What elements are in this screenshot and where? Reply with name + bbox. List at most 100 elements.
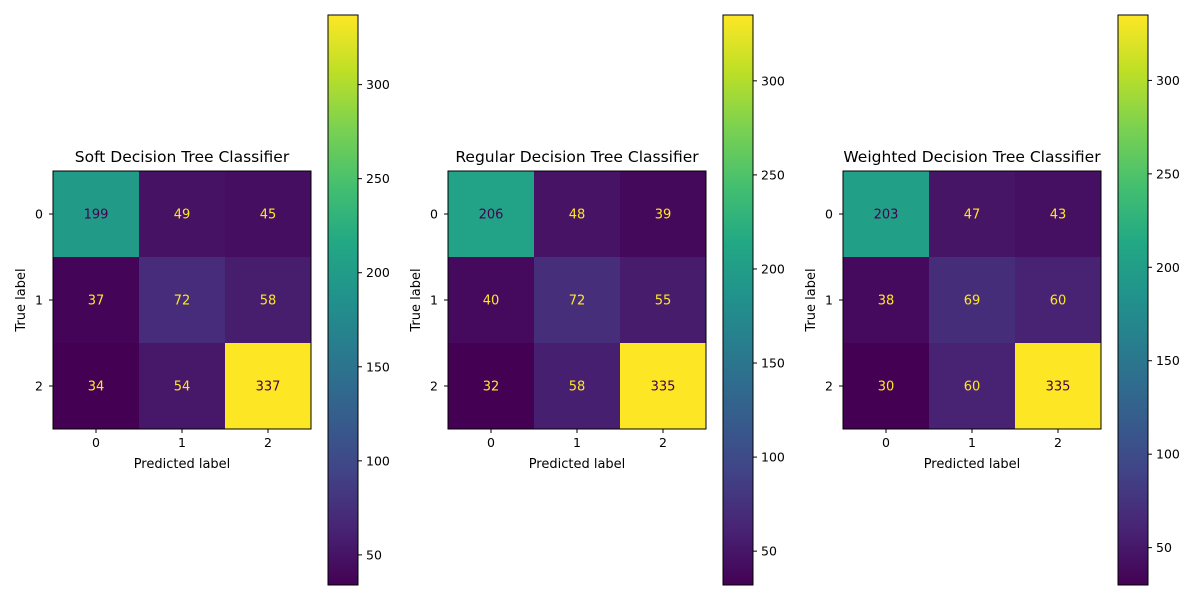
heatmap-cell [1015, 343, 1101, 429]
colorbar-tick-label: 300 [366, 77, 390, 92]
cell-value-label: 37 [88, 294, 105, 309]
cell-value-label: 38 [878, 294, 895, 309]
y-tick-label: 2 [430, 379, 438, 394]
cell-value-label: 40 [483, 294, 500, 309]
cell-value-label: 45 [260, 208, 277, 223]
heatmap-cell [53, 171, 139, 257]
colorbar-tick-label: 100 [1156, 447, 1180, 462]
plot-title: Regular Decision Tree Classifier [455, 148, 699, 166]
y-tick-label: 1 [430, 293, 438, 308]
x-axis-label: Predicted label [529, 457, 626, 472]
heatmap-cell [225, 257, 311, 343]
cell-value-label: 39 [655, 208, 672, 223]
cell-value-label: 337 [256, 380, 281, 395]
heatmap-cell [929, 343, 1015, 429]
cell-value-label: 60 [964, 380, 981, 395]
heatmap-cell [448, 343, 534, 429]
heatmap-cell [139, 171, 225, 257]
x-tick-label: 0 [882, 435, 890, 450]
y-axis-label: True label [804, 268, 819, 332]
heatmap-cell [225, 171, 311, 257]
colorbar-tick-label: 250 [1156, 166, 1180, 181]
cell-value-label: 55 [655, 294, 672, 309]
cell-value-label: 34 [88, 380, 105, 395]
subplot-1: Regular Decision Tree Classifier 206 48 39 4… [409, 14, 785, 586]
colorbar-tick-label: 150 [1156, 353, 1180, 368]
cell-value-label: 69 [964, 294, 981, 309]
cell-value-label: 58 [260, 294, 277, 309]
y-tick-label: 1 [825, 293, 833, 308]
colorbar-tick-label: 250 [761, 167, 785, 182]
heatmap-cell [843, 343, 929, 429]
cell-value-label: 203 [874, 208, 899, 223]
y-tick-label: 0 [825, 207, 833, 222]
subplot-0: Soft Decision Tree Classifier 199 49 45 37 72… [14, 14, 390, 586]
cell-value-label: 58 [569, 380, 586, 395]
x-axis-label: Predicted label [924, 457, 1021, 472]
heatmap-cell [843, 171, 929, 257]
heatmap-cell [448, 257, 534, 343]
subplot-2: Weighted Decision Tree Classifier 203 47 43… [804, 14, 1180, 586]
colorbar [327, 14, 359, 586]
colorbar-tick-label: 200 [761, 261, 785, 276]
colorbar-tick-label: 100 [761, 450, 785, 465]
heatmap-cell [225, 343, 311, 429]
cell-value-label: 32 [483, 380, 500, 395]
colorbar-tick-label: 250 [366, 171, 390, 186]
x-tick-label: 0 [92, 435, 100, 450]
colorbar-tick-label: 50 [1156, 540, 1172, 555]
x-tick-label: 0 [487, 435, 495, 450]
colorbar [722, 14, 754, 586]
cell-value-label: 47 [964, 208, 981, 223]
heatmap-cell [53, 257, 139, 343]
y-axis-label: True label [14, 268, 29, 332]
colorbar-tick-label: 200 [366, 265, 390, 280]
y-tick-label: 2 [825, 379, 833, 394]
cell-value-label: 335 [1046, 380, 1071, 395]
heatmap-cell [534, 171, 620, 257]
colorbar-tick-label: 100 [366, 453, 390, 468]
cell-value-label: 206 [479, 208, 504, 223]
colorbar-tick-label: 150 [366, 359, 390, 374]
heatmap-cell [534, 343, 620, 429]
heatmap-cell [1015, 257, 1101, 343]
colorbar-tick-label: 300 [761, 73, 785, 88]
y-tick-label: 0 [35, 207, 43, 222]
heatmap-cell [929, 171, 1015, 257]
colorbar-tick-label: 200 [1156, 260, 1180, 275]
y-tick-label: 1 [35, 293, 43, 308]
heatmap-cell [843, 257, 929, 343]
colorbar-tick-label: 50 [366, 547, 382, 562]
heatmap-cell [534, 257, 620, 343]
cell-value-label: 199 [84, 208, 109, 223]
x-tick-label: 1 [573, 435, 581, 450]
plot-title: Soft Decision Tree Classifier [75, 148, 290, 166]
cell-value-label: 72 [174, 294, 191, 309]
colorbar-tick-label: 300 [1156, 73, 1180, 88]
cell-value-label: 335 [651, 380, 676, 395]
cell-value-label: 30 [878, 380, 895, 395]
heatmap-cell [139, 343, 225, 429]
cell-value-label: 43 [1050, 208, 1067, 223]
heatmap-cell [620, 257, 706, 343]
x-tick-label: 1 [178, 435, 186, 450]
heatmap-cell [620, 343, 706, 429]
x-tick-label: 2 [264, 435, 272, 450]
y-tick-label: 0 [430, 207, 438, 222]
heatmap-cell [53, 343, 139, 429]
x-tick-label: 1 [968, 435, 976, 450]
cell-value-label: 48 [569, 208, 586, 223]
x-axis-label: Predicted label [134, 457, 231, 472]
heatmap-cell [1015, 171, 1101, 257]
y-tick-label: 2 [35, 379, 43, 394]
x-tick-label: 2 [659, 435, 667, 450]
colorbar [1117, 14, 1149, 586]
cell-value-label: 49 [174, 208, 191, 223]
heatmap-cell [620, 171, 706, 257]
plot-title: Weighted Decision Tree Classifier [843, 148, 1101, 166]
x-tick-label: 2 [1054, 435, 1062, 450]
heatmap-cell [929, 257, 1015, 343]
colorbar-tick-label: 150 [761, 356, 785, 371]
